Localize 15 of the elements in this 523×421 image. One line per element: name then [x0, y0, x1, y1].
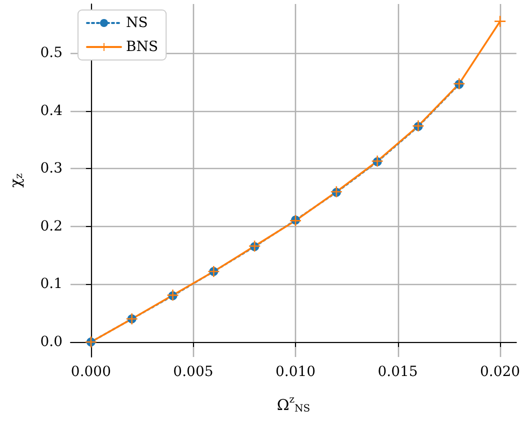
point [494, 16, 506, 27]
x-tick-label: 0.005 [173, 364, 214, 380]
y-axis-title: χz [6, 173, 25, 188]
y-tick-label: 0.5 [40, 45, 62, 62]
y-tick-label: 0.1 [40, 276, 62, 292]
y-tick-label: 0.3 [40, 160, 62, 177]
x-tick-label: 0.015 [378, 364, 418, 380]
x-tick-label: 0.000 [70, 364, 111, 380]
legend-label: NS [126, 15, 148, 31]
y-tick-label: 0.4 [40, 102, 63, 119]
y-tick-label: 0.0 [40, 334, 62, 350]
y-tick-label: 0.2 [40, 218, 62, 234]
x-tick-label: 0.020 [480, 364, 520, 380]
x-tick-label: 0.010 [275, 364, 316, 380]
legend-label: BNS [126, 39, 158, 55]
